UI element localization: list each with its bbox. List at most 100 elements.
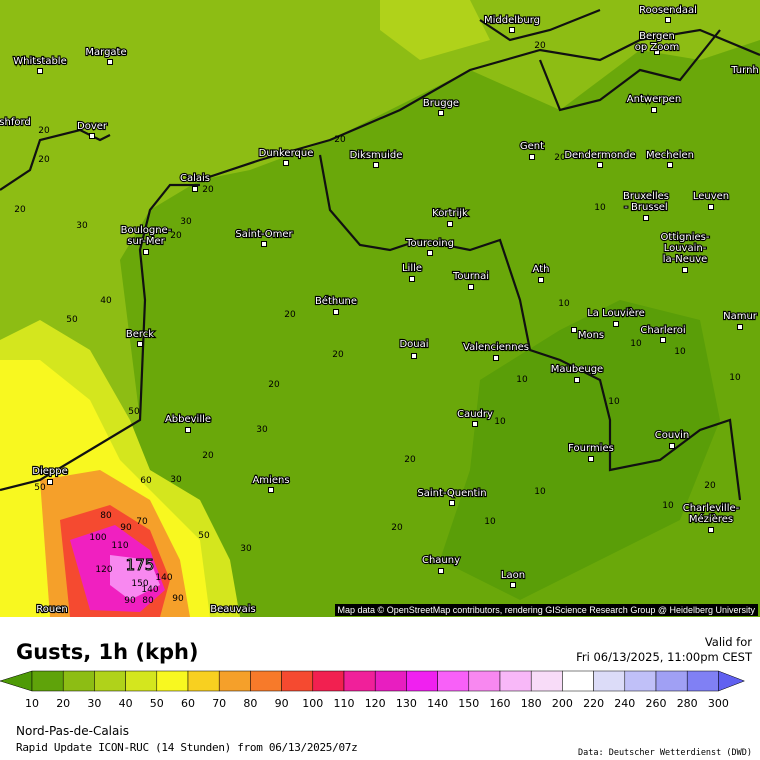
city-label: Laon	[501, 570, 525, 581]
legend-low-arrow	[0, 670, 33, 692]
legend-swatch	[312, 670, 345, 692]
city-label: Mézières	[689, 513, 733, 525]
contour-label: 80	[142, 596, 154, 606]
contour-label: 30	[76, 221, 88, 231]
contour-label: 120	[95, 565, 112, 575]
city-marker	[409, 276, 415, 282]
legend-tick: 280	[676, 697, 698, 710]
legend-tick: 130	[395, 697, 417, 710]
contour-label: 10	[484, 517, 496, 527]
city-marker	[654, 49, 660, 55]
contour-label: 20	[38, 126, 50, 136]
legend-tick: 80	[243, 697, 258, 710]
legend-swatch	[187, 670, 220, 692]
contour-label: 30	[240, 544, 252, 554]
contour-label: 140	[141, 585, 158, 595]
city-marker	[449, 500, 455, 506]
city-label: Maubeuge	[551, 364, 603, 375]
city-marker	[447, 221, 453, 227]
contour-label: 20	[14, 205, 26, 215]
region-name: Nord-Pas-de-Calais	[16, 724, 129, 738]
city-marker	[192, 186, 198, 192]
city-marker	[411, 353, 417, 359]
legend-swatch	[62, 670, 95, 692]
city-label: Beauvais	[210, 604, 256, 615]
city-label: shford	[0, 117, 31, 128]
contour-label: 20	[284, 310, 296, 320]
city-label: Lille	[402, 263, 422, 274]
legend-swatch	[374, 670, 407, 692]
contour-label: 20	[170, 231, 182, 241]
city-label: Dover	[77, 121, 108, 132]
legend-tick: 180	[520, 697, 542, 710]
city-marker	[588, 456, 594, 462]
legend-tick: 100	[302, 697, 324, 710]
city-label: Gent	[520, 141, 544, 152]
city-label: Dieppe	[32, 466, 67, 477]
city-label: Caudry	[457, 409, 493, 420]
city-label: Fourmies	[568, 443, 614, 454]
city-marker	[529, 154, 535, 160]
contour-label: 50	[34, 483, 46, 493]
city-marker	[538, 277, 544, 283]
city-label: Leuven	[693, 191, 729, 202]
legend-tick: 200	[551, 697, 573, 710]
north-area	[380, 0, 490, 60]
chart-title: Gusts, 1h (kph)	[16, 640, 199, 664]
city-label: Couvin	[655, 430, 689, 441]
city-label: Kortrijk	[432, 208, 468, 219]
city-marker	[107, 59, 113, 65]
city-marker	[333, 309, 339, 315]
city-label: Saint-Omer	[235, 229, 293, 240]
city-label: La Louvière	[587, 307, 645, 319]
legend-tick: 30	[87, 697, 102, 710]
legend-swatch	[218, 670, 251, 692]
city-label: Middelburg	[484, 15, 540, 26]
contour-label: 10	[608, 397, 620, 407]
contour-label: 20	[404, 455, 416, 465]
city-label: Whitstable	[13, 56, 66, 67]
city-marker	[574, 377, 580, 383]
map-attribution: Map data © OpenStreetMap contributors, r…	[334, 604, 758, 616]
city-label: Dendermonde	[564, 150, 635, 161]
city-label: Berck	[126, 329, 154, 340]
legend-swatch	[250, 670, 282, 692]
city-marker	[682, 267, 688, 273]
legend-swatch	[530, 670, 563, 692]
city-label: Brugge	[423, 98, 459, 109]
city-marker	[89, 133, 95, 139]
contour-label: 20	[554, 153, 566, 163]
contour-label: 140	[155, 573, 172, 583]
city-label: Chauny	[422, 555, 460, 566]
city-label: Margate	[85, 47, 126, 58]
city-label: Louvain-	[664, 243, 707, 254]
contour-label: 60	[140, 476, 152, 486]
contour-label: 20	[268, 380, 280, 390]
legend-tick: 260	[645, 697, 667, 710]
city-marker	[268, 487, 274, 493]
city-label: Abbeville	[165, 414, 211, 425]
city-marker	[651, 107, 657, 113]
legend-swatch	[343, 670, 376, 692]
legend-tick: 160	[489, 697, 511, 710]
contour-label: 10	[594, 203, 606, 213]
city-marker	[613, 321, 619, 327]
city-label: Amiens	[252, 475, 289, 486]
valid-time-value: Fri 06/13/2025, 11:00pm CEST	[576, 650, 752, 664]
city-marker	[665, 17, 671, 23]
city-label: Ottignies-	[661, 232, 710, 243]
city-marker	[438, 110, 444, 116]
city-label: Antwerpen	[627, 94, 681, 105]
city-label: Charleville-	[683, 503, 740, 514]
city-marker	[261, 241, 267, 247]
city-label: Namur	[723, 311, 758, 322]
contour-label: 20	[534, 41, 546, 51]
contour-label: 30	[170, 475, 182, 485]
contour-label: 110	[111, 541, 128, 551]
city-label: Charleroi	[640, 325, 685, 336]
east-calm-area	[440, 300, 720, 600]
city-marker	[669, 443, 675, 449]
contour-label: 20	[202, 451, 214, 461]
city-label: - Brussel	[624, 202, 667, 213]
